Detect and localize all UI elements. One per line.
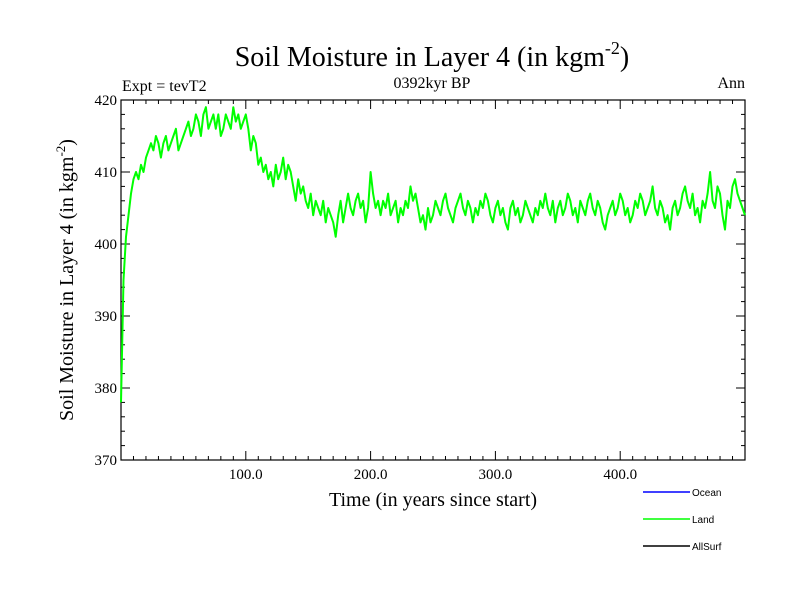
- axis-tick-labels: 100.0 200.0 300.0 400.0 370 380 390 400 410 420: [95, 93, 638, 483]
- axis-ticks: [121, 100, 745, 460]
- y-tick-label: 390: [95, 309, 118, 325]
- chart-title-sup: -2: [605, 38, 620, 58]
- y-tick-label: 380: [95, 381, 118, 397]
- y-tick-label: 410: [95, 165, 118, 181]
- x-tick-label: 100.0: [229, 467, 263, 483]
- y-tick-label: 420: [95, 93, 118, 109]
- y-axis-label-sup: -2: [53, 146, 68, 157]
- y-axis-label: Soil Moisture in Layer 4 (in kgm-2): [53, 139, 78, 421]
- x-tick-label: 200.0: [354, 467, 388, 483]
- chart-subtitle: 0392kyr BP: [394, 75, 471, 92]
- legend-label-ocean: Ocean: [692, 488, 721, 499]
- plot-frame: [120, 99, 746, 461]
- legend-label-land: Land: [692, 515, 714, 526]
- x-tick-label: 400.0: [603, 467, 637, 483]
- y-axis-label-close: ): [56, 139, 78, 146]
- y-tick-label: 370: [95, 453, 118, 469]
- series-layer: [120, 106, 746, 403]
- legend-label-allsurf: AllSurf: [692, 542, 722, 553]
- x-axis-label: Time (in years since start): [329, 489, 537, 511]
- x-tick-label: 300.0: [479, 467, 513, 483]
- season-label: Ann: [717, 75, 745, 92]
- legend: Ocean Land AllSurf: [643, 488, 722, 553]
- y-tick-label: 400: [95, 237, 118, 253]
- y-axis-label-main: Soil Moisture in Layer 4 (in kgm: [56, 156, 78, 421]
- experiment-label: Expt = tevT2: [122, 78, 207, 95]
- chart-title: Soil Moisture in Layer 4 (in kgm-2): [235, 38, 630, 73]
- chart-title-close: ): [620, 42, 629, 73]
- chart-title-main: Soil Moisture in Layer 4 (in kgm: [235, 42, 605, 73]
- series-line-land: [120, 106, 746, 403]
